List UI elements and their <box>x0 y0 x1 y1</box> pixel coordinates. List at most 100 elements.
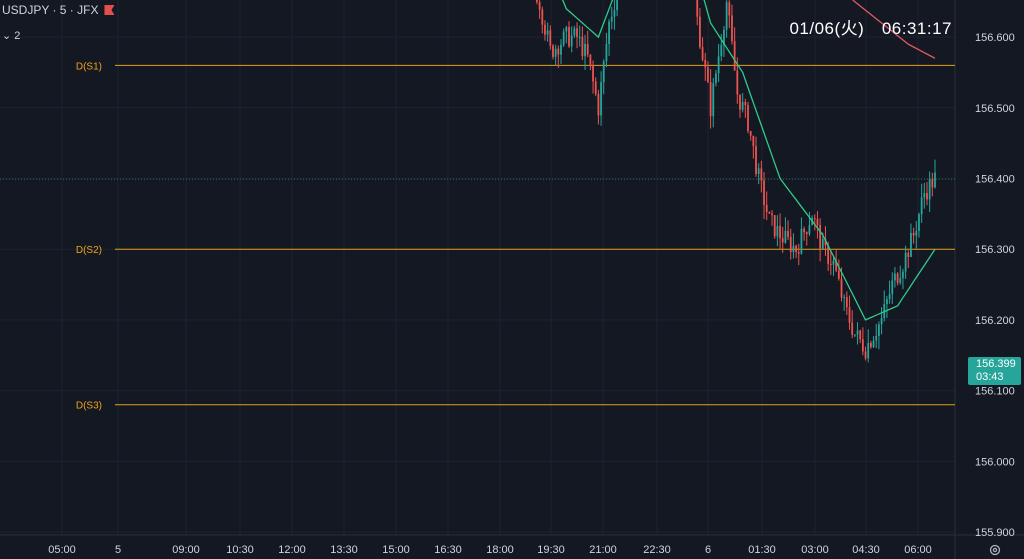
time-tick-label: 5 <box>115 544 121 556</box>
candle-body <box>835 260 838 271</box>
candle-body <box>805 232 808 234</box>
settings-gear-icon[interactable] <box>988 543 1002 557</box>
candles <box>536 0 936 363</box>
candle-body <box>843 297 846 299</box>
candle-body <box>819 224 822 249</box>
candle-body <box>771 213 773 216</box>
price-tick-label: 156.300 <box>975 244 1015 256</box>
candle-body <box>594 81 597 94</box>
candle-body <box>573 28 576 36</box>
chevron-down-icon: ⌄ <box>2 30 12 42</box>
candle-body <box>602 61 605 83</box>
candle-body <box>757 168 760 174</box>
candle-body <box>610 16 613 22</box>
time-tick-label: 04:30 <box>852 544 880 556</box>
candle-body <box>784 230 787 243</box>
time-tick-label: 13:30 <box>330 544 358 556</box>
candle-body <box>824 238 827 246</box>
candle-body <box>931 179 934 188</box>
time-tick-label: 01:30 <box>748 544 776 556</box>
candle-body <box>744 102 747 106</box>
price-tick-label: 156.200 <box>975 315 1015 327</box>
candle-body <box>869 342 872 348</box>
candle-body <box>752 135 755 147</box>
candle-body <box>755 146 757 174</box>
candle-body <box>760 168 763 181</box>
price-tick-label: 156.100 <box>975 386 1015 398</box>
candle-body <box>725 2 728 30</box>
time-tick-label: 16:30 <box>434 544 462 556</box>
time-tick-label: 03:00 <box>801 544 829 556</box>
candle-body <box>749 131 752 136</box>
candle-body <box>886 299 888 305</box>
candle-body <box>779 225 781 239</box>
candle-body <box>851 322 854 335</box>
indicator-collapse-toggle[interactable]: ⌄ 2 <box>2 29 20 42</box>
price-tick-label: 156.600 <box>975 32 1015 44</box>
candle-body <box>741 102 744 110</box>
candle-body <box>821 238 824 249</box>
candle-body <box>538 2 541 10</box>
candle-body <box>872 340 875 348</box>
candle-body <box>795 245 797 253</box>
time-tick-label: 06:00 <box>904 544 932 556</box>
last-price-value: 156.399 <box>976 358 1016 370</box>
candle-body <box>557 48 560 55</box>
candle-body <box>584 43 586 57</box>
candle-body <box>848 307 851 323</box>
candle-body <box>696 0 699 17</box>
symbol-label: USDJPY · 5 · JFX <box>2 3 99 17</box>
candle-body <box>827 245 830 264</box>
candle-body <box>928 179 931 200</box>
candle-body <box>701 47 704 60</box>
candle-body <box>586 43 589 55</box>
candle-body <box>875 335 878 341</box>
candle-body <box>923 193 926 198</box>
candle-body <box>544 24 546 35</box>
candle-body <box>592 65 594 82</box>
candle-body <box>896 273 899 283</box>
candle-body <box>859 330 862 340</box>
candle-body <box>915 230 918 236</box>
candle-body <box>880 318 883 325</box>
candle-body <box>568 27 570 47</box>
candle-body <box>704 59 707 68</box>
time-tick-label: 12:00 <box>278 544 306 556</box>
candle-body <box>717 56 720 74</box>
fast-moving-average <box>561 0 936 321</box>
candle-body <box>894 273 896 281</box>
clock-readout: 01/06(火) 06:31:17 <box>789 19 952 38</box>
time-tick-label: 15:00 <box>382 544 410 556</box>
candle-body <box>733 41 736 71</box>
candle-body <box>565 27 568 32</box>
candle-body <box>578 36 581 38</box>
candle-body <box>878 324 880 336</box>
candle-body <box>541 9 544 25</box>
candle-body <box>776 225 779 237</box>
time-tick-label: 21:00 <box>589 544 617 556</box>
time-tick-label: 10:30 <box>226 544 254 556</box>
candle-body <box>581 36 584 57</box>
candle-body <box>904 252 907 272</box>
candle-body <box>576 28 578 37</box>
candle-body <box>562 31 565 45</box>
candle-body <box>912 232 915 236</box>
candle-body <box>803 228 805 233</box>
candle-body <box>715 73 717 84</box>
symbol-title[interactable]: USDJPY · 5 · JFX <box>2 3 115 17</box>
candle-body <box>797 252 800 254</box>
candle-body <box>605 44 608 62</box>
candle-body <box>616 0 618 11</box>
indicator-count: 2 <box>14 30 21 42</box>
candle-body <box>773 215 776 237</box>
bar-countdown: 03:43 <box>976 371 1004 383</box>
candle-body <box>570 35 573 47</box>
candle-body <box>792 245 795 252</box>
candle-body <box>926 193 928 200</box>
pivot-label: D(S3) <box>76 401 102 412</box>
price-tick-label: 156.000 <box>975 456 1015 468</box>
candle-body <box>597 93 600 116</box>
last-price-tag: 156.399 03:43 <box>968 357 1021 385</box>
